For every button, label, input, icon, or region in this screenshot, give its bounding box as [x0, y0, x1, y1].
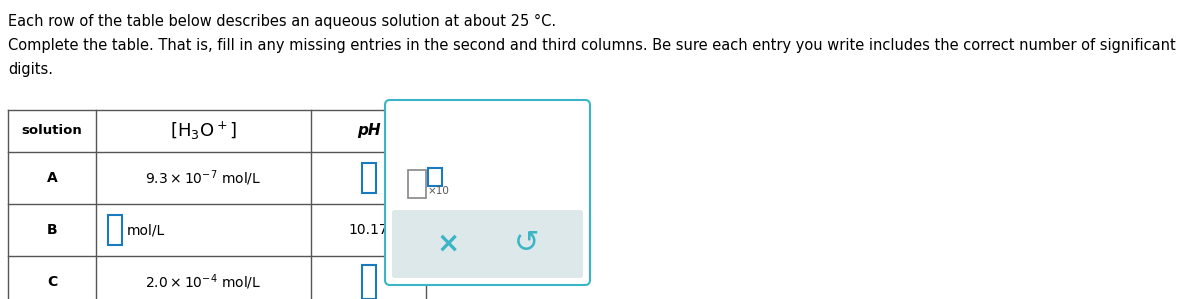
Text: ×10: ×10	[428, 186, 450, 196]
Text: $\left[\mathrm{H_3O^+}\right]$: $\left[\mathrm{H_3O^+}\right]$	[170, 120, 238, 142]
Text: $2.0 \times 10^{-4}\ \mathrm{mol/L}$: $2.0 \times 10^{-4}\ \mathrm{mol/L}$	[145, 272, 262, 292]
Text: 10.17: 10.17	[349, 223, 389, 237]
Text: $9.3 \times 10^{-7}\ \mathrm{mol/L}$: $9.3 \times 10^{-7}\ \mathrm{mol/L}$	[145, 168, 262, 188]
Text: digits.: digits.	[8, 62, 53, 77]
FancyBboxPatch shape	[392, 210, 583, 278]
FancyBboxPatch shape	[108, 215, 122, 245]
Text: solution: solution	[22, 124, 83, 138]
Text: ×: ×	[437, 230, 460, 258]
FancyBboxPatch shape	[428, 168, 442, 186]
Text: Each row of the table below describes an aqueous solution at about 25 °C.: Each row of the table below describes an…	[8, 14, 556, 29]
FancyBboxPatch shape	[361, 163, 376, 193]
Text: A: A	[47, 171, 58, 185]
Text: Complete the table. That is, fill in any missing entries in the second and third: Complete the table. That is, fill in any…	[8, 38, 1176, 53]
Text: mol/L: mol/L	[127, 223, 166, 237]
FancyBboxPatch shape	[408, 170, 426, 198]
FancyBboxPatch shape	[361, 265, 376, 299]
Text: pH: pH	[356, 123, 380, 138]
Text: ↺: ↺	[514, 230, 539, 259]
Text: B: B	[47, 223, 58, 237]
Text: C: C	[47, 275, 58, 289]
FancyBboxPatch shape	[385, 100, 590, 285]
